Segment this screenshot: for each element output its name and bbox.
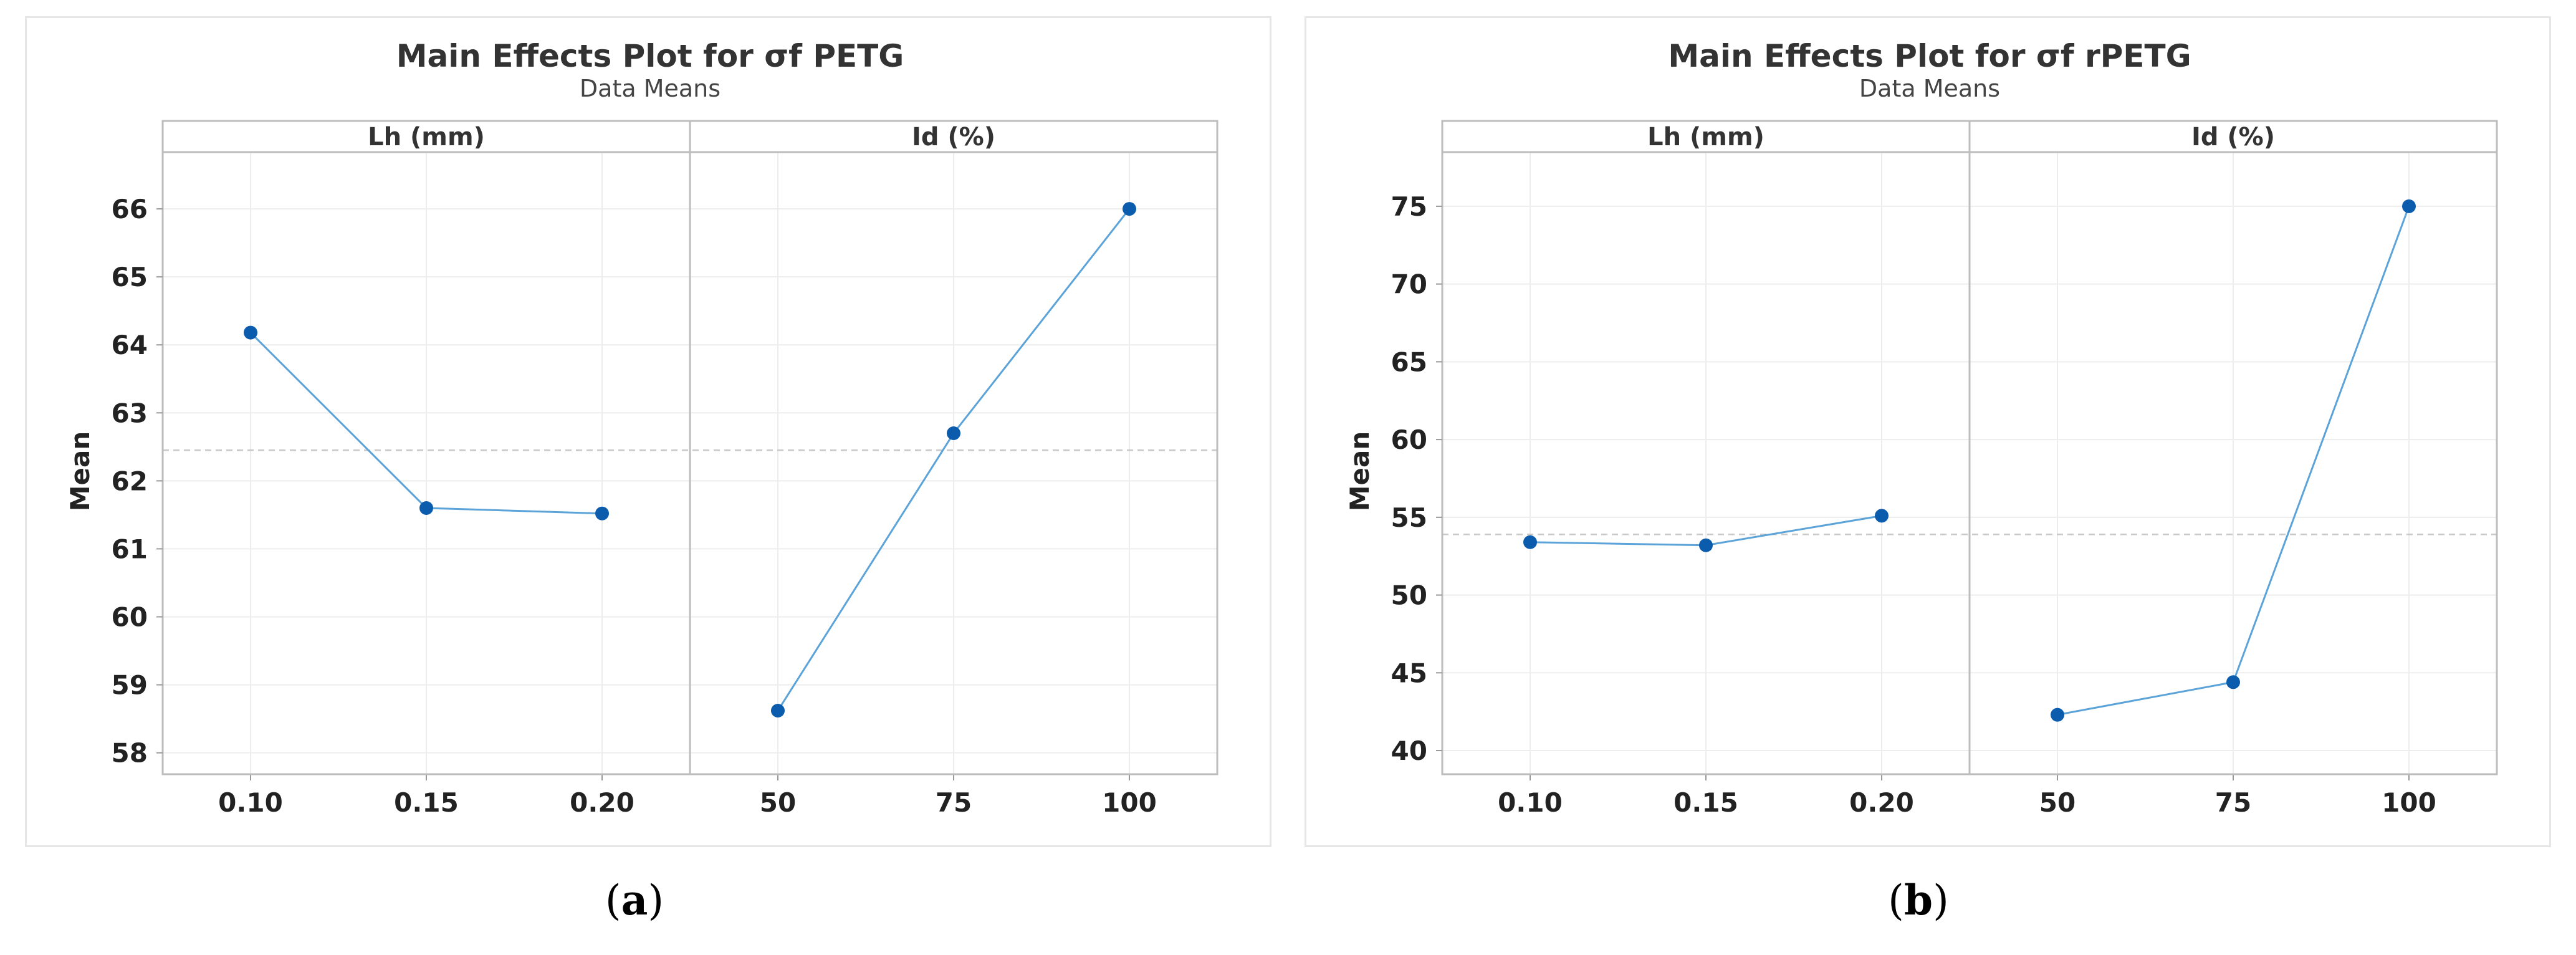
chart-subtitle: Data Means	[1859, 75, 2000, 102]
data-point	[1699, 538, 1713, 552]
y-tick-label: 40	[1391, 736, 1427, 766]
y-tick-label: 65	[112, 262, 148, 292]
x-tick-label: 50	[760, 787, 796, 818]
y-tick-label: 63	[112, 398, 148, 428]
data-point	[244, 325, 257, 340]
chart-subtitle: Data Means	[580, 75, 721, 102]
x-tick-label: 0.15	[1673, 787, 1738, 818]
data-point	[1875, 509, 1889, 523]
y-tick-label: 65	[1391, 347, 1427, 377]
plot-frame	[161, 120, 1219, 775]
y-tick-label: 64	[112, 330, 148, 360]
chart-title: Main Effects Plot for σf PETG	[396, 38, 904, 74]
facet-header-label: Lh (mm)	[368, 123, 485, 151]
chart-title: Main Effects Plot for σf rPETG	[1668, 38, 2191, 74]
data-point	[1123, 202, 1136, 216]
x-tick-label: 0.20	[570, 787, 634, 818]
data-point	[2402, 199, 2416, 213]
data-point	[2051, 708, 2064, 722]
x-tick-label: 0.10	[218, 787, 283, 818]
chart-panel-b: Main Effects Plot for σf rPETG Data Means…	[1305, 16, 2551, 847]
x-tick-label: 0.20	[1849, 787, 1914, 818]
y-axis-label: Mean	[65, 431, 95, 512]
y-tick-label: 55	[1391, 502, 1427, 533]
x-tick-label: 0.10	[1498, 787, 1563, 818]
data-point	[2226, 675, 2240, 689]
x-tick-label: 75	[936, 787, 972, 818]
facet-header-label: Lh (mm)	[1647, 123, 1764, 151]
y-tick-label: 66	[112, 194, 148, 224]
y-tick-label: 70	[1391, 269, 1427, 300]
x-tick-label: 100	[2382, 787, 2436, 818]
data-point	[771, 704, 785, 718]
y-tick-label: 62	[112, 466, 148, 496]
y-tick-label: 58	[112, 738, 148, 769]
facet-header-label: Id (%)	[2191, 123, 2275, 151]
x-tick-label: 50	[2039, 787, 2076, 818]
y-tick-label: 59	[112, 670, 148, 701]
chart-panel-a: Main Effects Plot for σf PETG Data Means L…	[25, 16, 1271, 847]
caption-b: (b)	[1888, 876, 1949, 924]
y-tick-label: 45	[1391, 658, 1427, 688]
y-tick-label: 61	[112, 534, 148, 564]
data-point	[947, 426, 960, 441]
plot-frame	[1441, 120, 2498, 775]
data-point	[419, 501, 433, 515]
y-tick-label: 50	[1391, 580, 1427, 611]
y-tick-label: 60	[1391, 425, 1427, 455]
x-tick-label: 100	[1102, 787, 1157, 818]
y-axis-label: Mean	[1344, 431, 1375, 512]
y-tick-label: 75	[1391, 191, 1427, 222]
x-tick-label: 75	[2215, 787, 2251, 818]
data-point	[1523, 535, 1537, 549]
y-tick-label: 60	[112, 602, 148, 633]
caption-a: (a)	[605, 876, 664, 924]
data-point	[595, 506, 609, 521]
facet-header-label: Id (%)	[912, 123, 995, 151]
x-tick-label: 0.15	[394, 787, 459, 818]
